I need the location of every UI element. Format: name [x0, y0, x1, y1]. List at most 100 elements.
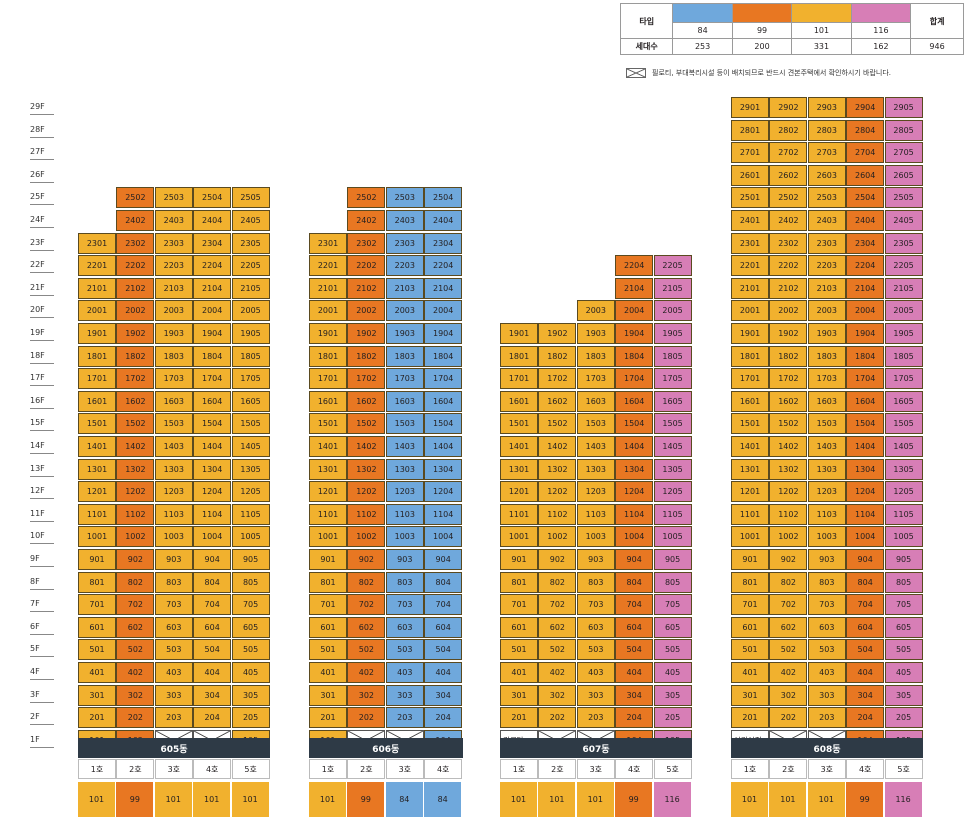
unit-cell: 1505 [231, 413, 270, 435]
piloti-note-text: 필로티, 부대복리시설 등이 배치되므로 반드시 견본주택에서 확인하시기 바랍… [652, 69, 891, 77]
unit-cell: 601 [78, 616, 116, 638]
unit-cell: 2204 [615, 255, 654, 277]
piloti-note: 필로티, 부대복리시설 등이 배치되므로 반드시 견본주택에서 확인하시기 바랍… [626, 68, 891, 78]
floor-label: 25F [30, 190, 54, 206]
unit-cell: 2503 [154, 187, 193, 209]
unit-cell: 2005 [231, 300, 270, 322]
unit-cell: 2004 [193, 300, 232, 322]
unit-cell: 901 [78, 549, 116, 570]
unit-cell: 804 [424, 571, 463, 593]
unit-cell: 203 [807, 707, 846, 729]
unit-cell: 1604 [424, 390, 463, 412]
unit-cell: 1605 [653, 390, 692, 412]
unit-cell: 1202 [769, 481, 808, 503]
unit-cell: 1105 [231, 503, 270, 525]
unit-cell: 601 [309, 616, 347, 638]
unit-cell: 703 [576, 594, 615, 616]
unit-cell: 704 [193, 594, 232, 616]
unit-cell: 1101 [731, 503, 769, 525]
unit-cell: 2402 [116, 210, 155, 231]
unit-cell: 2005 [653, 300, 692, 322]
unit-cell: 1802 [116, 345, 155, 367]
unit-cell: 902 [116, 549, 155, 570]
unit-cell: 2304 [846, 232, 885, 254]
type-cell: 99 [347, 782, 386, 817]
type-cell: 101 [78, 782, 116, 817]
unit-cell: 205 [231, 707, 270, 729]
unit-cell: 1104 [424, 503, 463, 525]
unit-cell: 2004 [424, 300, 463, 322]
unit-cell: 801 [731, 571, 769, 593]
unit-cell: 304 [424, 684, 463, 706]
unit-cell: 1104 [846, 503, 885, 525]
unit-cell: 1501 [78, 413, 116, 435]
unit-cell: 2701 [731, 142, 769, 164]
unit-cell: 2404 [424, 210, 463, 231]
unit-cell: 1801 [731, 345, 769, 367]
unit-cell: 1504 [193, 413, 232, 435]
unit-cell: 302 [538, 684, 577, 706]
unit-cell: 303 [807, 684, 846, 706]
unit-cell: 1802 [538, 345, 577, 367]
unit-cell: 602 [116, 616, 155, 638]
unit-cell: 202 [347, 707, 386, 729]
unit-cell: 2305 [884, 232, 923, 254]
ho-label: 1호 [309, 759, 347, 779]
unit-cell: 803 [807, 571, 846, 593]
unit-cell: 603 [154, 616, 193, 638]
unit-cell: 2204 [846, 255, 885, 277]
unit-cell: 2403 [807, 210, 846, 231]
unit-cell: 605 [231, 616, 270, 638]
floor-label: 17F [30, 371, 54, 387]
type-84: 84 [672, 22, 733, 39]
unit-cell: 1601 [731, 390, 769, 412]
unit-cell: 1003 [807, 526, 846, 548]
unit-cell: 904 [615, 549, 654, 570]
unit-cell: 801 [500, 571, 538, 593]
unit-cell: 502 [116, 639, 155, 661]
unit-cell: 2405 [884, 210, 923, 231]
unit-cell: 2203 [154, 255, 193, 277]
unit-cell: 1603 [576, 390, 615, 412]
unit-cell: 2003 [154, 300, 193, 322]
unit-cell: 1004 [193, 526, 232, 548]
unit-cell: 1604 [846, 390, 885, 412]
unit-cell: 1701 [731, 368, 769, 390]
floor-label: 20F [30, 303, 54, 319]
type-cell: 116 [884, 782, 923, 817]
unit-cell: 1602 [769, 390, 808, 412]
unit-cell: 2803 [807, 119, 846, 141]
unit-cell: 303 [576, 684, 615, 706]
unit-cell: 1504 [615, 413, 654, 435]
floor-label: 29F [30, 100, 54, 115]
floor-label: 12F [30, 484, 54, 500]
ho-label: 3호 [385, 759, 424, 779]
unit-cell: 1801 [309, 345, 347, 367]
unit-cell: 1301 [731, 458, 769, 480]
unit-cell: 701 [309, 594, 347, 616]
unit-cell: 205 [653, 707, 692, 729]
type-cell: 101 [731, 782, 769, 817]
unit-cell: 302 [769, 684, 808, 706]
unit-cell: 201 [731, 707, 769, 729]
count-header: 세대수 [619, 38, 674, 55]
unit-cell: 1504 [424, 413, 463, 435]
unit-cell: 2402 [769, 210, 808, 231]
unit-cell: 803 [385, 571, 424, 593]
unit-cell: 2405 [231, 210, 270, 231]
unit-cell: 1402 [769, 436, 808, 457]
unit-cell: 2902 [769, 97, 808, 118]
unit-cell: 904 [846, 549, 885, 570]
unit-cell: 1404 [846, 436, 885, 457]
floor-label: 26F [30, 168, 54, 183]
building-name: 605동 [78, 738, 270, 758]
count-101: 331 [791, 38, 852, 55]
unit-cell: 803 [576, 571, 615, 593]
unit-cell: 2002 [347, 300, 386, 322]
ho-label: 2호 [347, 759, 386, 779]
unit-cell: 1405 [884, 436, 923, 457]
unit-cell: 905 [884, 549, 923, 570]
unit-cell: 1401 [500, 436, 538, 457]
unit-cell: 205 [884, 707, 923, 729]
unit-cell: 2004 [846, 300, 885, 322]
